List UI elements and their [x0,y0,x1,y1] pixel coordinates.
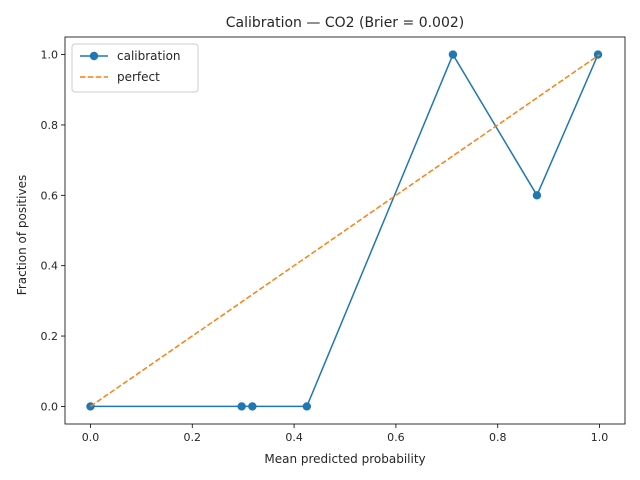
axes-frame [64,36,626,425]
chart-title: Calibration — CO2 (Brier = 0.002) [226,15,464,31]
legend-label-calibration: calibration [117,49,181,63]
data-point-calibration [593,50,603,59]
x-tick-label: 0.4 [285,431,303,444]
x-tick-label: 0.6 [387,431,405,444]
y-tick-label: 0.8 [41,119,59,132]
y-tick-label: 0.2 [41,330,59,343]
y-tick-label: 1.0 [41,49,59,62]
data-point-calibration [237,402,246,411]
y-tick-label: 0.6 [41,189,59,202]
plot-area: 0.0 0.2 0.4 0.6 0.8 1.0 0.0 0.2 0.4 0.6 0.8 1.0 [41,36,626,444]
x-tick-label: 0.8 [489,431,507,444]
x-tick-label: 1.0 [591,431,609,444]
x-axis-label: Mean predicted probability [264,452,425,466]
y-axis-label: Fraction of positives [15,175,29,295]
x-tick-label: 0.2 [184,431,202,444]
data-point-calibration [448,50,458,59]
legend-label-perfect: perfect [117,70,160,84]
x-tick-label: 0.0 [82,431,100,444]
legend: calibration perfect [71,43,199,93]
data-point-calibration [302,402,312,411]
data-point-calibration [248,402,257,411]
legend-marker-calibration [89,51,99,61]
data-point-calibration [532,191,542,200]
series-line-perfect [90,53,600,408]
y-tick-label: 0.0 [41,400,59,413]
y-tick-label: 0.4 [41,260,59,273]
